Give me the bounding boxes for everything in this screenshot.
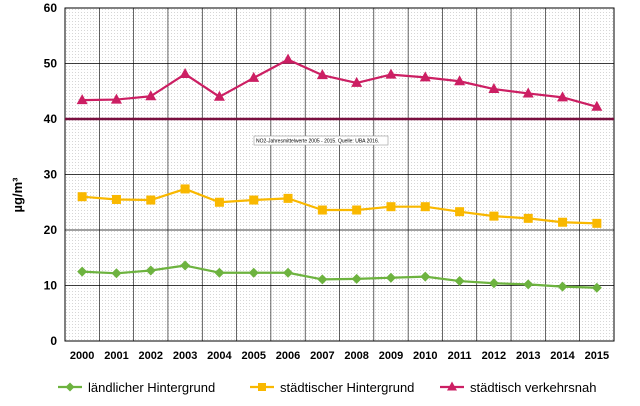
x-tick-label: 2007 (310, 350, 334, 362)
y-tick-label: 60 (44, 1, 58, 15)
y-tick-label: 0 (50, 334, 57, 348)
data-point (557, 281, 568, 292)
x-tick-label: 2006 (276, 350, 300, 362)
y-tick-label: 30 (44, 168, 58, 182)
data-point (557, 91, 569, 102)
series-2 (77, 184, 602, 228)
data-point (248, 71, 260, 82)
x-tick-label: 2005 (241, 350, 265, 362)
series-line (82, 187, 597, 225)
data-point (454, 276, 465, 287)
legend-item: ländlicher Hintergrund (58, 380, 215, 395)
data-point (351, 273, 362, 284)
y-tick-label: 20 (44, 223, 58, 237)
data-point (420, 202, 430, 212)
series-layer (76, 53, 603, 293)
data-point (77, 266, 88, 277)
data-point (282, 53, 294, 64)
legend-label: städtisch verkehrsnah (470, 380, 596, 395)
x-tick-label: 2015 (585, 350, 609, 362)
x-tick-label: 2003 (173, 350, 197, 362)
data-point (592, 218, 602, 228)
x-tick-label: 2008 (344, 350, 368, 362)
legend-marker (65, 382, 75, 392)
x-tick-label: 2012 (482, 350, 506, 362)
data-point (213, 90, 225, 101)
annotation-box (253, 135, 389, 146)
data-point (111, 268, 122, 279)
data-point (249, 195, 259, 205)
data-point (385, 272, 396, 283)
data-point (77, 192, 87, 202)
y-axis-label: µg/m³ (10, 177, 25, 213)
x-tick-label: 2000 (70, 350, 94, 362)
grid-lines (65, 8, 614, 341)
x-tick-label: 2014 (550, 350, 575, 362)
data-point (283, 193, 293, 203)
data-point (283, 267, 294, 278)
x-tick-label: 2004 (207, 350, 232, 362)
series-3 (76, 53, 603, 111)
data-point (591, 282, 602, 293)
source-annotation: NO2-Jahresmittelwerte 2005 - 2015. Quell… (253, 135, 389, 146)
x-tick-label: 2011 (448, 350, 472, 362)
legend-marker (258, 383, 266, 391)
x-tick-label: 2001 (104, 350, 128, 362)
data-point (76, 94, 88, 105)
data-point (317, 205, 327, 215)
data-point (420, 271, 431, 282)
data-point (522, 87, 534, 98)
data-point (180, 260, 191, 271)
data-point (351, 76, 363, 87)
data-point (591, 100, 603, 111)
x-axis-ticks: 2000 2001 2002 2003 2004 2005 2006 2007 2008 2009… (70, 350, 609, 362)
data-point (179, 68, 191, 79)
data-point (386, 202, 396, 212)
x-tick-label: 2009 (379, 350, 403, 362)
data-point (454, 75, 466, 86)
x-tick-label: 2010 (413, 350, 437, 362)
series-line (82, 264, 597, 289)
data-point (146, 195, 156, 205)
legend-marker (447, 381, 457, 391)
series-line (82, 58, 598, 108)
annotation-text: NO2-Jahresmittelwerte 2005 - 2015. Quell… (256, 139, 379, 145)
data-point (145, 90, 157, 101)
legend-label: städtischer Hintergrund (280, 380, 414, 395)
data-point (248, 267, 259, 278)
legend-label: ländlicher Hintergrund (88, 380, 215, 395)
y-tick-label: 40 (44, 112, 58, 126)
data-point (352, 205, 362, 215)
data-point (558, 217, 568, 227)
data-point (145, 265, 156, 276)
series-1 (77, 260, 602, 293)
x-tick-label: 2002 (139, 350, 163, 362)
y-axis-ticks: 0 10 20 30 40 50 60 (44, 1, 58, 348)
y-tick-label: 50 (44, 57, 58, 71)
data-point (214, 197, 224, 207)
data-point (455, 207, 465, 217)
y-tick-label: 10 (44, 279, 58, 293)
legend-item: städtisch verkehrsnah (440, 380, 596, 395)
data-point (317, 274, 328, 285)
data-point (488, 83, 500, 94)
data-point (385, 68, 397, 79)
data-point (111, 194, 121, 204)
legend-item: städtischer Hintergrund (250, 380, 414, 395)
x-tick-label: 2013 (516, 350, 540, 362)
data-point (419, 71, 431, 82)
legend: ländlicher Hintergrund städtischer Hinter… (58, 380, 596, 395)
data-point (488, 278, 499, 289)
data-point (180, 184, 190, 194)
data-point (523, 213, 533, 223)
data-point (214, 267, 225, 278)
data-point (523, 279, 534, 290)
data-point (316, 69, 328, 80)
data-point (489, 211, 499, 221)
data-point (110, 93, 122, 104)
